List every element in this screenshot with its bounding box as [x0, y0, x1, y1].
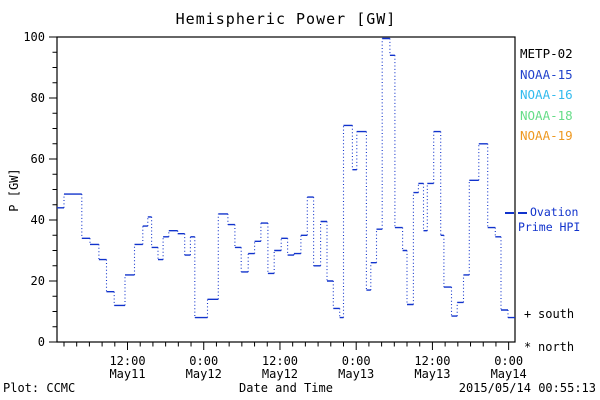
plot-source-text: Plot: CCMC	[3, 381, 76, 395]
x-tick-date-label: May11	[109, 367, 145, 381]
y-tick-label: 60	[31, 152, 45, 166]
x-tick-time-label: 0:00	[342, 354, 371, 368]
x-tick-date-label: May12	[186, 367, 222, 381]
north-marker-symbol: *	[524, 340, 532, 354]
y-tick-label: 100	[23, 30, 45, 44]
north-marker-label: north	[538, 340, 575, 354]
x-tick-date-label: May13	[414, 367, 450, 381]
x-tick-date-label: May13	[338, 367, 374, 381]
x-tick-time-label: 0:00	[189, 354, 218, 368]
y-tick-label: 0	[38, 335, 45, 349]
y-axis-label: P [GW]	[7, 168, 21, 212]
page-title: Hemispheric Power [GW]	[175, 10, 397, 28]
south-marker-symbol: +	[524, 307, 532, 321]
hpi-step-connectors	[63, 38, 509, 318]
south-marker-label: south	[538, 307, 575, 321]
legend-item-metp-02: METP-02	[520, 46, 573, 61]
legend-item-noaa-16: NOAA-16	[520, 87, 573, 103]
hemisphere-marker-legend: + south * north	[524, 298, 574, 364]
plot-frame	[56, 36, 516, 343]
ovation-legend-label: Ovation Prime HPI	[518, 205, 581, 234]
x-tick-time-label: 12:00	[414, 354, 450, 368]
satellite-legend: METP-02 NOAA-15 NOAA-16 NOAA-18 NOAA-19	[520, 44, 573, 147]
hpi-step-line	[57, 37, 515, 319]
y-tick-label: 80	[31, 91, 45, 105]
x-tick-time-label: 12:00	[109, 354, 145, 368]
y-tick-label: 40	[31, 213, 45, 227]
marker-legend-north: * north	[524, 331, 574, 364]
legend-item-noaa-18: NOAA-18	[520, 107, 573, 123]
ovation-line-sample-dash-2	[518, 212, 527, 214]
legend-item-noaa-15: NOAA-15	[520, 66, 573, 82]
x-tick-date-label: May14	[491, 367, 527, 381]
x-tick-time-label: 0:00	[494, 354, 523, 368]
y-tick-label: 20	[31, 274, 45, 288]
marker-legend-south: + south	[524, 298, 574, 331]
plot-timestamp: 2015/05/14 00:55:13	[458, 381, 596, 395]
x-tick-time-label: 12:00	[262, 354, 298, 368]
x-tick-date-label: May12	[262, 367, 298, 381]
ovation-line-sample-dash-1	[505, 212, 514, 214]
legend-item-noaa-19: NOAA-19	[520, 128, 573, 144]
x-axis-label: Date and Time	[239, 381, 333, 395]
